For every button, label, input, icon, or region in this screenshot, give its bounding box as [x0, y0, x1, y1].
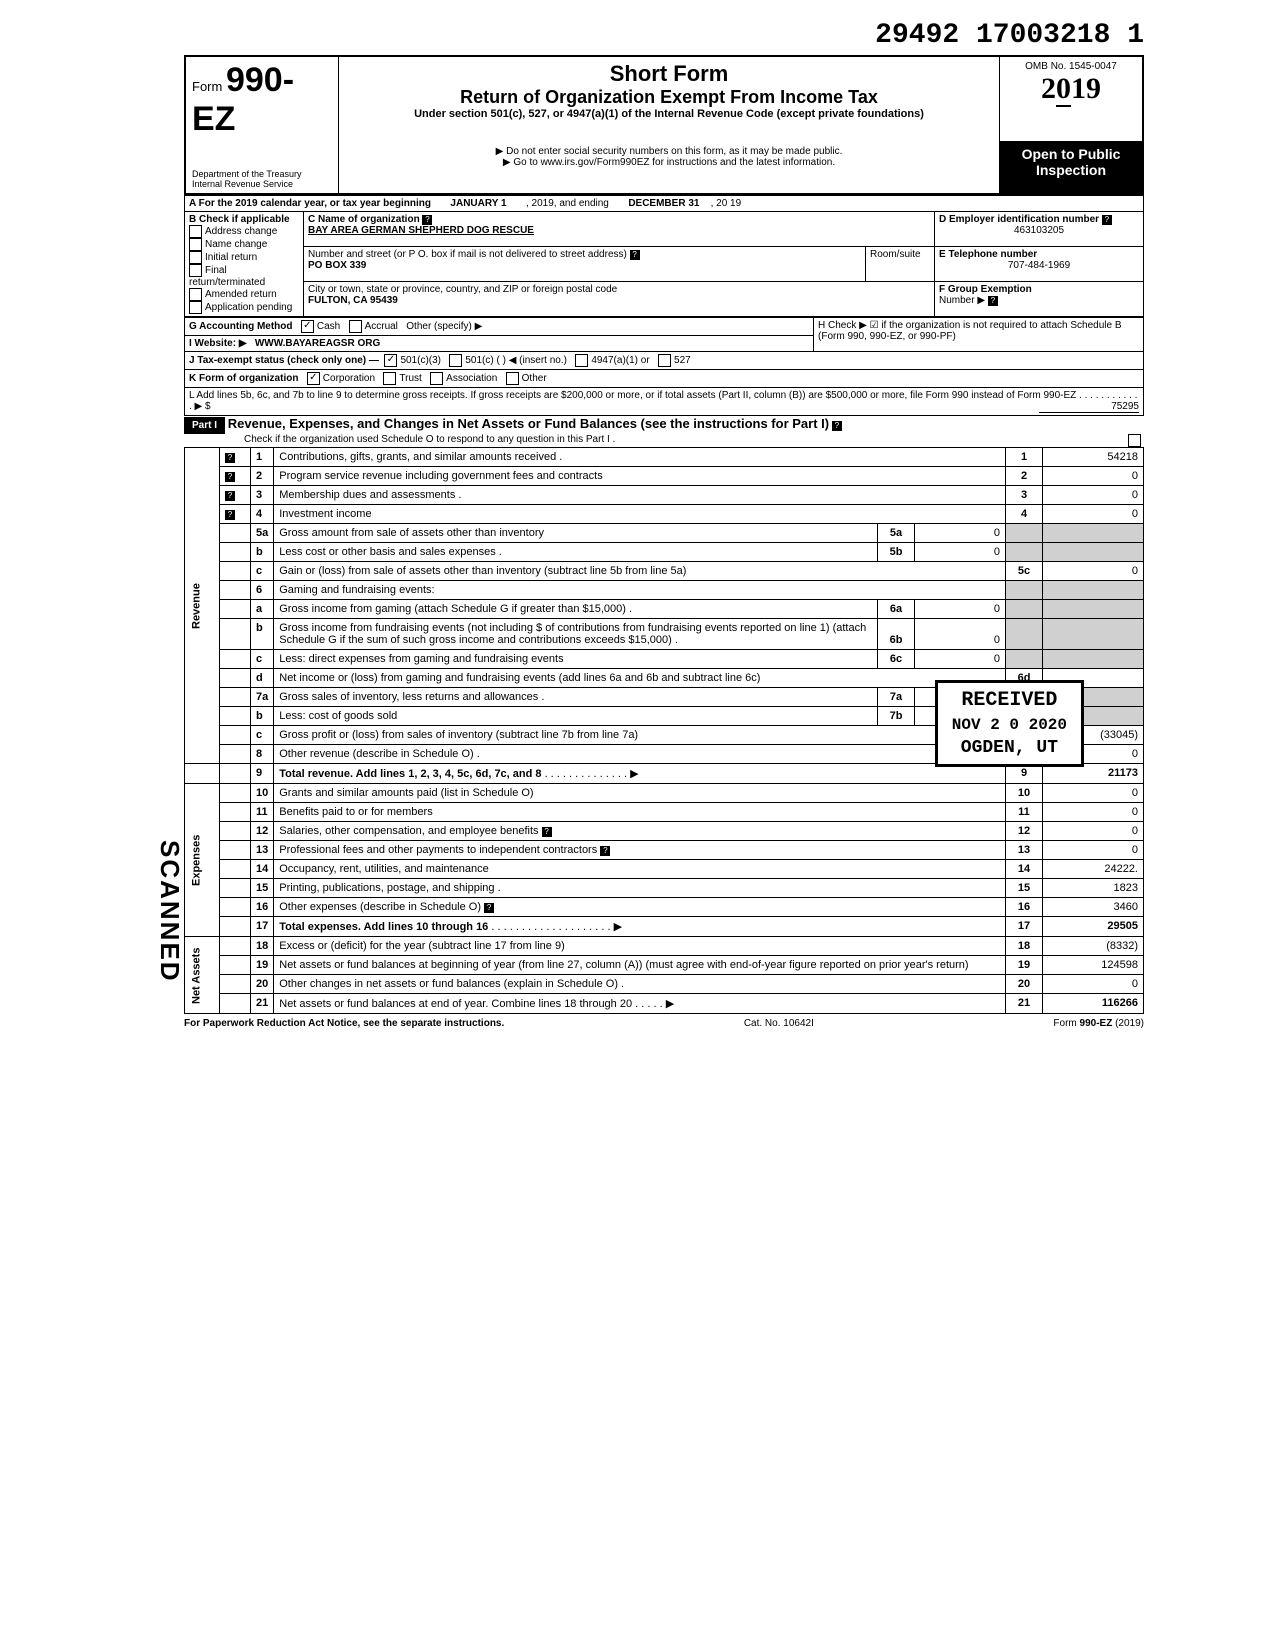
help-icon: ?: [542, 827, 552, 837]
received-stamp: RECEIVED NOV 2 0 2020 OGDEN, UT: [935, 680, 1084, 767]
check-4947[interactable]: [575, 354, 588, 367]
short-form-title: Short Form: [345, 61, 993, 87]
header-block: Form 990-EZ Department of the Treasury I…: [184, 55, 1144, 195]
expenses-side-label: Expenses: [185, 784, 220, 937]
help-icon: ?: [600, 846, 610, 856]
net-assets-side-label: Net Assets: [185, 937, 220, 1014]
line-15-value: 1823: [1043, 879, 1144, 898]
line-4-value: 0: [1043, 505, 1144, 524]
section-d-label: D Employer identification number: [939, 214, 1099, 225]
line-2-value: 0: [1043, 467, 1144, 486]
form-label: Form 990-EZ: [192, 79, 294, 133]
website: WWW.BAYAREAGSR ORG: [255, 338, 380, 349]
line-1-value: 54218: [1043, 448, 1144, 467]
line-6a-value: 0: [915, 600, 1006, 619]
part1-label: Part I: [184, 417, 225, 434]
check-corporation[interactable]: [307, 372, 320, 385]
help-icon: ?: [225, 472, 235, 482]
help-icon: ?: [484, 903, 494, 913]
return-title: Return of Organization Exempt From Incom…: [345, 87, 993, 108]
part1-title: Revenue, Expenses, and Changes in Net As…: [228, 416, 829, 431]
help-icon: ?: [1102, 215, 1112, 225]
phone: 707-484-1969: [939, 260, 1139, 271]
line-3-value: 0: [1043, 486, 1144, 505]
footer-left: For Paperwork Reduction Act Notice, see …: [184, 1018, 504, 1029]
line-6b-value: 0: [915, 619, 1006, 650]
tracking-number: 29492 17003218 1: [184, 20, 1144, 51]
open-to-public: Open to Public Inspection: [1000, 142, 1144, 194]
check-final-return[interactable]: Final return/terminated: [189, 264, 299, 288]
help-icon: ?: [832, 421, 842, 431]
check-name-change[interactable]: Name change: [189, 238, 299, 251]
tax-year: 2019: [1006, 72, 1136, 106]
footer-right: Form 990-EZ (2019): [1053, 1018, 1144, 1029]
line-5c-value: 0: [1043, 562, 1144, 581]
line-6c-value: 0: [915, 650, 1006, 669]
ssn-warning: ▶ Do not enter social security numbers o…: [345, 146, 993, 157]
help-icon: ?: [422, 215, 432, 225]
section-b-label: B Check if applicable: [189, 214, 299, 225]
help-icon: ?: [225, 453, 235, 463]
dept-treasury: Department of the Treasury Internal Reve…: [192, 169, 332, 189]
section-l-text: L Add lines 5b, 6c, and 7b to line 9 to …: [189, 390, 1137, 412]
help-icon: ?: [225, 510, 235, 520]
ein: 463103205: [939, 225, 1139, 236]
check-527[interactable]: [658, 354, 671, 367]
line-21-value: 116266: [1043, 994, 1144, 1014]
line-19-value: 124598: [1043, 956, 1144, 975]
line-13-value: 0: [1043, 841, 1144, 860]
check-other-org[interactable]: [506, 372, 519, 385]
goto-instructions: ▶ Go to www.irs.gov/Form990EZ for instru…: [345, 157, 993, 168]
check-address-change[interactable]: Address change: [189, 225, 299, 238]
line-14-value: 24222.: [1043, 860, 1144, 879]
revenue-side-label: Revenue: [185, 448, 220, 764]
line-18-value: (8332): [1043, 937, 1144, 956]
street-address: PO BOX 339: [308, 260, 366, 271]
line-5b-value: 0: [915, 543, 1006, 562]
check-amended-return[interactable]: Amended return: [189, 288, 299, 301]
check-501c[interactable]: [449, 354, 462, 367]
help-icon: ?: [225, 491, 235, 501]
omb-number: OMB No. 1545-0047: [1006, 61, 1136, 72]
line-16-value: 3460: [1043, 898, 1144, 917]
help-icon: ?: [630, 250, 640, 260]
section-e-label: E Telephone number: [939, 249, 1037, 260]
part1-check-line: Check if the organization used Schedule …: [184, 434, 615, 445]
line-5a-value: 0: [915, 524, 1006, 543]
page-footer: For Paperwork Reduction Act Notice, see …: [184, 1014, 1144, 1029]
subtitle: Under section 501(c), 527, or 4947(a)(1)…: [345, 108, 993, 120]
footer-mid: Cat. No. 10642I: [744, 1018, 814, 1029]
city-state-zip: FULTON, CA 95439: [308, 295, 398, 306]
check-application-pending[interactable]: Application pending: [189, 301, 299, 314]
sections-g-to-l: G Accounting Method Cash Accrual Other (…: [184, 317, 1144, 416]
section-a: A For the 2019 calendar year, or tax yea…: [184, 195, 1144, 317]
section-f-label: F Group Exemption: [939, 284, 1032, 295]
room-suite-label: Room/suite: [866, 247, 935, 282]
section-h: H Check ▶ ☑ if the organization is not r…: [814, 318, 1144, 352]
part1-header: Part I Revenue, Expenses, and Changes in…: [184, 416, 1144, 447]
check-schedule-o[interactable]: [1128, 434, 1141, 447]
check-cash[interactable]: [301, 320, 314, 333]
check-trust[interactable]: [383, 372, 396, 385]
gross-receipts: 75295: [1039, 401, 1139, 413]
check-501c3[interactable]: [384, 354, 397, 367]
scanned-stamp: SCANNED: [154, 840, 185, 983]
check-accrual[interactable]: [349, 320, 362, 333]
org-name: BAY AREA GERMAN SHEPHERD DOG RESCUE: [308, 225, 534, 236]
line-12-value: 0: [1043, 822, 1144, 841]
form-page: 29492 17003218 1 Form 990-EZ Department …: [184, 20, 1144, 1029]
line-10-value: 0: [1043, 784, 1144, 803]
check-initial-return[interactable]: Initial return: [189, 251, 299, 264]
line-20-value: 0: [1043, 975, 1144, 994]
line-17-value: 29505: [1043, 917, 1144, 937]
check-association[interactable]: [430, 372, 443, 385]
line-11-value: 0: [1043, 803, 1144, 822]
help-icon: ?: [988, 296, 998, 306]
